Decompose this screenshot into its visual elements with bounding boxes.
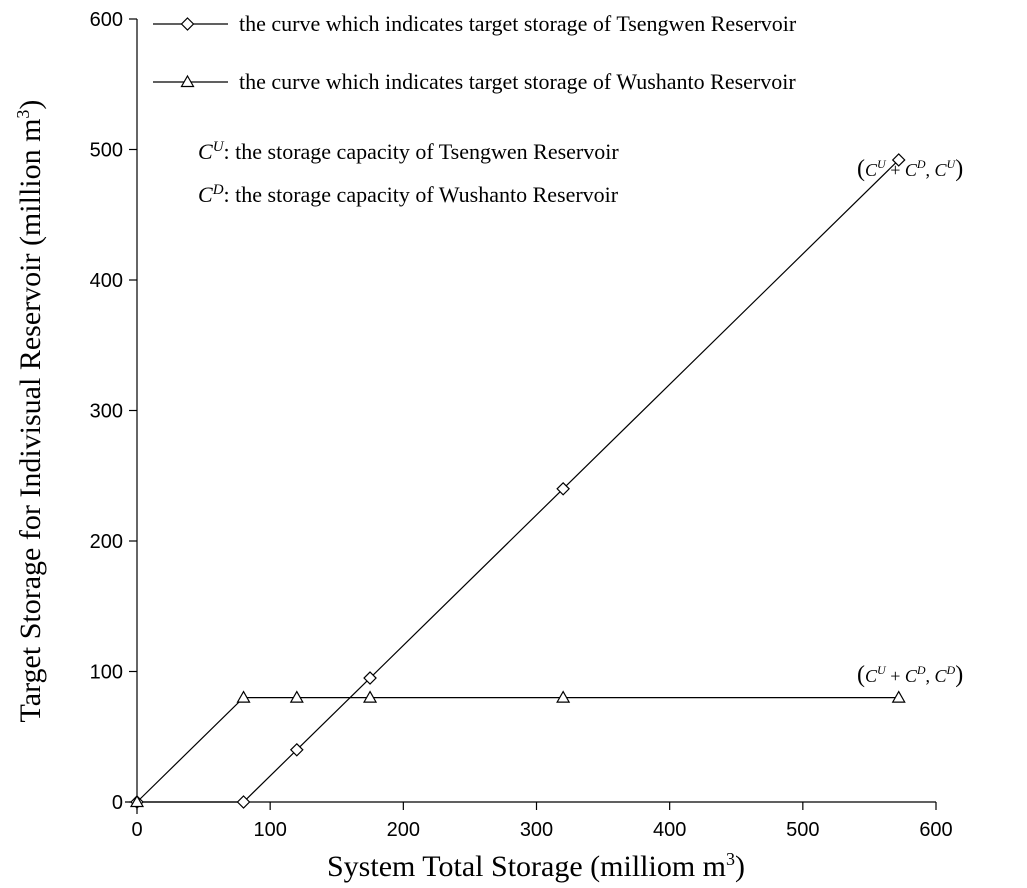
x-tick-label: 100 [253, 819, 286, 841]
x-tick-label: 400 [653, 819, 686, 841]
data-point [236, 690, 251, 703]
legend-label: the curve which indicates target storage… [239, 69, 796, 94]
data-point [556, 690, 571, 703]
data-point [891, 153, 906, 167]
legend-marker [180, 74, 195, 88]
annotations: (CU + CD, CU) (CU + CD, CD) [857, 156, 963, 688]
series-wushanto [129, 690, 906, 808]
x-tick-label: 200 [387, 819, 420, 841]
x-axis-title: System Total Storage (milliom m3) [327, 849, 745, 883]
x-tick-label: 0 [131, 819, 142, 841]
y-tick-label: 300 [90, 401, 123, 423]
capacity-note: CD: the storage capacity of Wushanto Res… [198, 182, 619, 207]
data-point [363, 671, 377, 685]
series-line [136, 696, 899, 803]
data-point [363, 690, 378, 703]
y-axis-title: Target Storage for Indivisual Reservoir … [13, 100, 47, 723]
capacity-note: CU: the storage capacity of Tsengwen Res… [198, 139, 619, 164]
y-tick-label: 500 [90, 140, 123, 162]
y-tick-label: 400 [90, 270, 123, 292]
legend-label: the curve which indicates target storage… [239, 11, 797, 36]
y-tick-label: 600 [90, 9, 123, 31]
data-point [129, 794, 145, 808]
axis-titles: System Total Storage (milliom m3) Target … [13, 100, 745, 883]
plot-area [125, 19, 936, 814]
data-point [236, 795, 251, 809]
tick-layer: 0 100 200 300 400 500 600 0 100 200 300 400 500 600 [90, 9, 953, 841]
series-line [137, 159, 900, 803]
notes: CU: the storage capacity of Tsengwen Res… [198, 139, 619, 207]
data-point [289, 690, 304, 703]
y-tick-label: 100 [90, 662, 123, 684]
legend-marker [180, 17, 195, 31]
y-tick-label: 200 [90, 531, 123, 553]
x-tick-label: 500 [786, 819, 819, 841]
series-tsengwen [130, 153, 906, 809]
x-tick-label: 600 [919, 819, 952, 841]
data-point [891, 690, 906, 703]
point-annotation: (CU + CD, CU) [857, 156, 963, 182]
data-point [556, 481, 570, 496]
series-layer [129, 153, 906, 809]
point-annotation: (CU + CD, CD) [857, 662, 963, 688]
y-tick-label: 0 [112, 792, 123, 814]
legend: the curve which indicates target storage… [153, 11, 797, 94]
data-point [289, 742, 304, 757]
x-tick-label: 300 [520, 819, 553, 841]
